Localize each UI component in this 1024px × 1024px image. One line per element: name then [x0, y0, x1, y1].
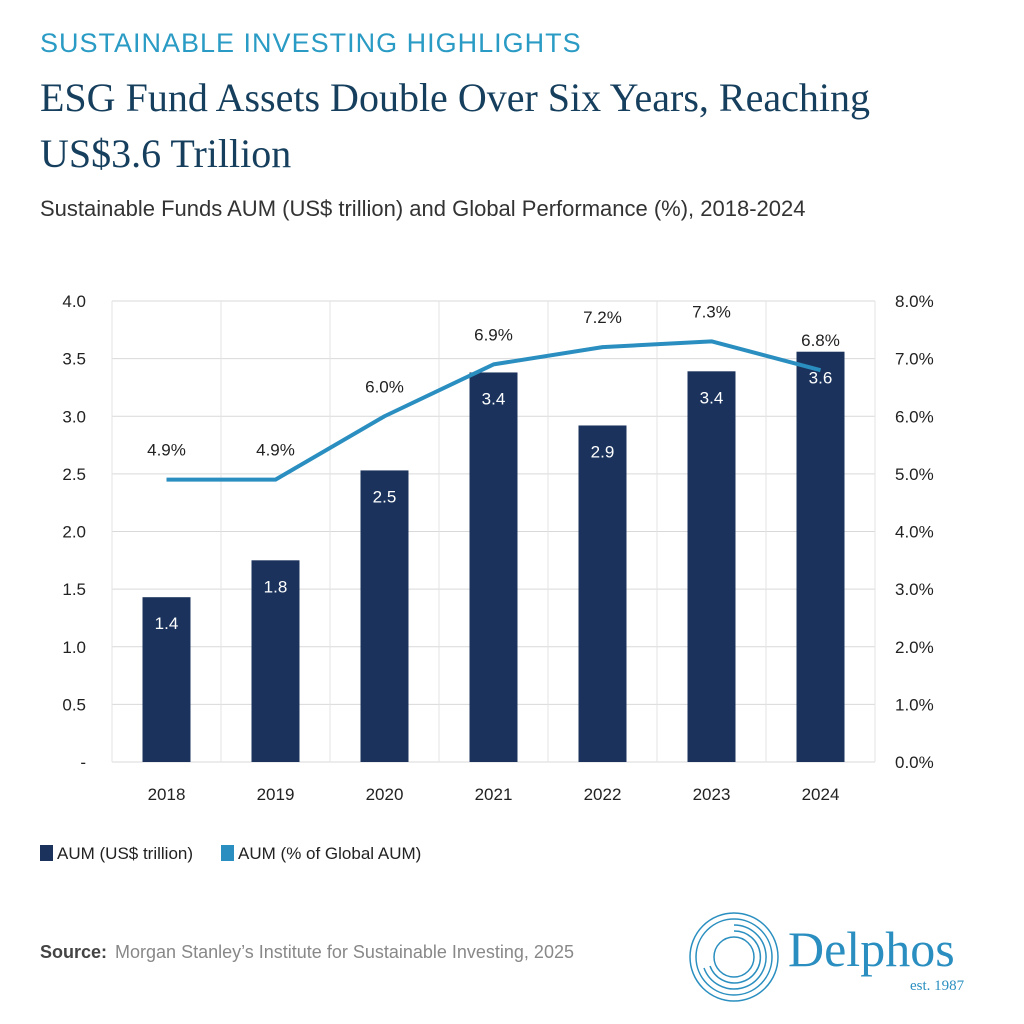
legend-swatch: [221, 845, 235, 861]
page-title: ESG Fund Assets Double Over Six Years, R…: [40, 75, 870, 176]
line-label: 7.2%: [583, 308, 622, 327]
bar: [142, 597, 191, 762]
y-left-tick: 2.0: [62, 523, 86, 542]
line-label: 4.9%: [256, 441, 295, 460]
y-left-tick: 3.0: [62, 407, 86, 426]
bar: [360, 470, 409, 762]
y-right-tick: 0.0%: [895, 753, 934, 772]
delphos-logo: Delphos est. 1987: [688, 908, 978, 1008]
x-tick: 2024: [802, 785, 840, 804]
bar-label: 2.5: [373, 487, 397, 506]
x-tick: 2018: [148, 785, 186, 804]
source-note: Source: Morgan Stanley’s Institute for Su…: [40, 942, 574, 963]
logo-circles-icon: [689, 912, 779, 1002]
y-left-tick: 2.5: [62, 465, 86, 484]
y-right-tick: 4.0%: [895, 523, 934, 542]
legend-swatch: [40, 845, 53, 861]
bar: [687, 371, 736, 762]
bar: [578, 425, 627, 762]
line-label: 4.9%: [147, 441, 186, 460]
x-tick: 2022: [584, 785, 622, 804]
y-left-tick: 1.0: [62, 638, 86, 657]
y-left-tick: -: [80, 753, 86, 772]
kicker: SUSTAINABLE INVESTING HIGHLIGHTS: [40, 28, 582, 58]
y-right-tick: 6.0%: [895, 407, 934, 426]
bar-label: 3.4: [700, 388, 724, 407]
legend-label: AUM (US$ trillion): [57, 844, 194, 863]
bar-label: 2.9: [591, 442, 615, 461]
logo-est: est. 1987: [910, 978, 965, 994]
y-left-tick: 0.5: [62, 695, 86, 714]
legend: AUM (US$ trillion) AUM (% of Global AUM): [40, 844, 421, 864]
y-right-tick: 3.0%: [895, 580, 934, 599]
source-label: Source:: [40, 942, 108, 962]
bar-label: 3.4: [482, 389, 506, 408]
bar-label: 1.8: [264, 577, 288, 596]
bar: [469, 372, 518, 762]
logo-name: Delphos: [788, 921, 955, 977]
line-label: 6.0%: [365, 377, 404, 396]
y-left-tick: 3.5: [62, 350, 86, 369]
chart-subtitle: Sustainable Funds AUM (US$ trillion) and…: [40, 196, 806, 221]
legend-item-line: AUM (% of Global AUM): [221, 844, 421, 864]
x-tick: 2020: [366, 785, 404, 804]
y-right-tick: 2.0%: [895, 638, 934, 657]
x-tick: 2019: [257, 785, 295, 804]
bar: [796, 351, 845, 762]
combo-chart: - 0.5 1.0 1.5 2.0 2.5 3.0 3.5 4.0 0.0% 1.0% 2.0% 3.0…: [62, 292, 934, 804]
line-label: 7.3%: [692, 302, 731, 321]
legend-item-bar: AUM (US$ trillion): [40, 844, 193, 864]
x-tick: 2023: [693, 785, 731, 804]
y-right-tick: 8.0%: [895, 292, 934, 311]
line-label: 6.8%: [801, 331, 840, 350]
y-left-tick: 1.5: [62, 580, 86, 599]
source-text: Morgan Stanley’s Institute for Sustainab…: [115, 942, 574, 962]
bar-label: 3.6: [809, 369, 833, 388]
y-right-tick: 7.0%: [895, 350, 934, 369]
y-right-tick: 5.0%: [895, 465, 934, 484]
y-left-tick: 4.0: [62, 292, 86, 311]
bar: [251, 560, 300, 762]
y-right-tick: 1.0%: [895, 695, 934, 714]
x-tick: 2021: [475, 785, 513, 804]
legend-label: AUM (% of Global AUM): [238, 844, 422, 863]
line-label: 6.9%: [474, 325, 513, 344]
bar-label: 1.4: [155, 614, 179, 633]
